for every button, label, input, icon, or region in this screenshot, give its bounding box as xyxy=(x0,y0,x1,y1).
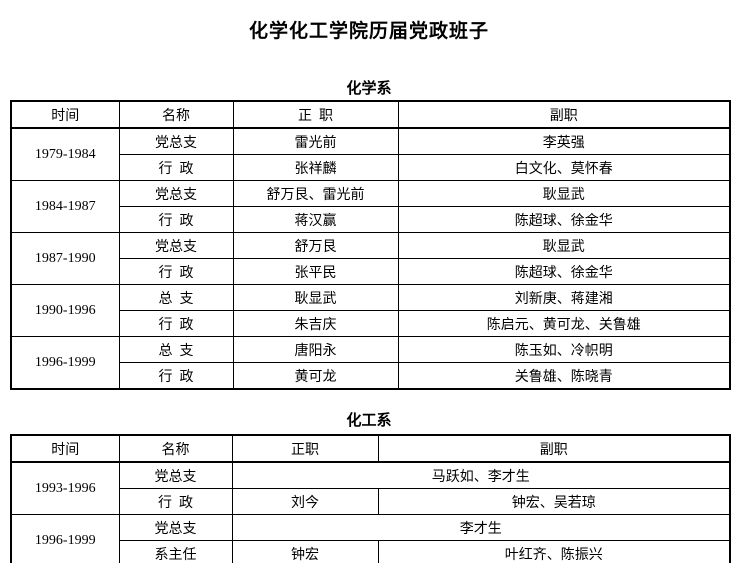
table-row: 1979-1984 党总支 雷光前 李英强 xyxy=(10,127,731,181)
name-cell: 总 支 xyxy=(118,284,234,311)
time-cell: 1987-1990 xyxy=(10,232,120,285)
name-cell: 总 支 xyxy=(118,336,234,363)
principal-cell: 蒋汉赢 xyxy=(232,206,399,233)
name-cell: 行 政 xyxy=(118,310,234,337)
table-row: 1990-1996 总 支 耿显武 刘新庚、蒋建湘 xyxy=(10,284,731,337)
table-header-row: 时间 名称 正 职 副职 xyxy=(10,100,731,129)
deputy-cell: 刘新庚、蒋建湘 xyxy=(397,284,731,311)
header-cell-time: 时间 xyxy=(10,434,120,463)
time-cell: 1990-1996 xyxy=(10,284,120,337)
deputy-cell: 陈超球、徐金华 xyxy=(397,258,731,285)
time-cell: 1993-1996 xyxy=(10,461,120,515)
time-cell: 1996-1999 xyxy=(10,514,120,563)
table-row: 1987-1990 党总支 舒万艮 耿显武 xyxy=(10,232,731,285)
deputy-cell: 耿显武 xyxy=(397,232,731,259)
name-cell: 党总支 xyxy=(118,514,233,541)
page-title: 化学化工学院历届党政班子 xyxy=(248,21,489,42)
name-cell: 党总支 xyxy=(118,127,234,155)
principal-cell: 刘今 xyxy=(231,488,379,515)
header-cell-name: 名称 xyxy=(118,100,234,129)
principal-cell: 雷光前 xyxy=(232,127,399,155)
name-cell: 党总支 xyxy=(118,180,234,207)
deputy-cell: 李英强 xyxy=(397,127,731,155)
header-cell-principal: 正职 xyxy=(231,434,379,463)
time-cell: 1979-1984 xyxy=(10,127,120,181)
merged-principal-deputy-cell: 马跃如、李才生 xyxy=(231,461,731,489)
table-row: 行 政 黄可龙 关鲁雄、陈晓青 xyxy=(11,362,731,390)
table-row: 系主任 钟宏 叶红齐、陈振兴 xyxy=(11,540,731,563)
name-cell: 党总支 xyxy=(118,232,234,259)
name-cell: 系主任 xyxy=(118,540,233,563)
table-row: 1996-1999 党总支 李才生 xyxy=(10,514,731,563)
deputy-cell: 钟宏、吴若琼 xyxy=(377,488,731,515)
deputy-cell: 耿显武 xyxy=(397,180,731,207)
header-cell-principal: 正 职 xyxy=(232,100,399,129)
table-header-row: 时间 名称 正职 副职 xyxy=(10,434,731,463)
table-row: 行 政 蒋汉赢 陈超球、徐金华 xyxy=(11,206,731,233)
table-row: 行 政 张祥麟 白文化、莫怀春 xyxy=(11,154,731,181)
principal-cell: 舒万艮 xyxy=(232,232,399,259)
deputy-cell: 叶红齐、陈振兴 xyxy=(377,540,731,563)
principal-cell: 黄可龙 xyxy=(232,362,399,390)
principal-cell: 朱吉庆 xyxy=(232,310,399,337)
header-cell-deputy: 副职 xyxy=(377,434,731,463)
principal-cell: 钟宏 xyxy=(231,540,379,563)
merged-principal-deputy-cell: 李才生 xyxy=(231,514,731,541)
section-title-chemical-engineering: 化工系 xyxy=(346,413,392,429)
name-cell: 党总支 xyxy=(118,461,233,489)
time-cell: 1996-1999 xyxy=(10,336,120,390)
header-cell-name: 名称 xyxy=(118,434,233,463)
table-row: 1993-1996 党总支 马跃如、李才生 xyxy=(10,461,731,515)
chemical-engineering-table: 时间 名称 正职 副职 1993-1996 党总支 马跃如、李才生 行 政 刘今… xyxy=(10,434,731,563)
name-cell: 行 政 xyxy=(118,488,233,515)
table-row: 1984-1987 党总支 舒万艮、雷光前 耿显武 xyxy=(10,180,731,233)
table-row: 行 政 朱吉庆 陈启元、黄可龙、关鲁雄 xyxy=(11,310,731,337)
section-title-chemistry: 化学系 xyxy=(346,81,392,97)
table-row: 1996-1999 总 支 唐阳永 陈玉如、冷帜明 xyxy=(10,336,731,390)
deputy-cell: 白文化、莫怀春 xyxy=(397,154,731,181)
name-cell: 行 政 xyxy=(118,362,234,390)
header-cell-deputy: 副职 xyxy=(397,100,731,129)
table-row: 行 政 张平民 陈超球、徐金华 xyxy=(11,258,731,285)
principal-cell: 舒万艮、雷光前 xyxy=(232,180,399,207)
principal-cell: 张祥麟 xyxy=(232,154,399,181)
principal-cell: 唐阳永 xyxy=(232,336,399,363)
principal-cell: 耿显武 xyxy=(232,284,399,311)
header-cell-time: 时间 xyxy=(10,100,120,129)
time-cell: 1984-1987 xyxy=(10,180,120,233)
deputy-cell: 陈启元、黄可龙、关鲁雄 xyxy=(397,310,731,337)
deputy-cell: 陈超球、徐金华 xyxy=(397,206,731,233)
name-cell: 行 政 xyxy=(118,154,234,181)
name-cell: 行 政 xyxy=(118,206,234,233)
table-row: 行 政 刘今 钟宏、吴若琼 xyxy=(11,488,731,515)
deputy-cell: 关鲁雄、陈晓青 xyxy=(397,362,731,390)
name-cell: 行 政 xyxy=(118,258,234,285)
principal-cell: 张平民 xyxy=(232,258,399,285)
chemistry-table: 时间 名称 正 职 副职 1979-1984 党总支 雷光前 李英强 行 政 张… xyxy=(10,100,731,390)
deputy-cell: 陈玉如、冷帜明 xyxy=(397,336,731,363)
